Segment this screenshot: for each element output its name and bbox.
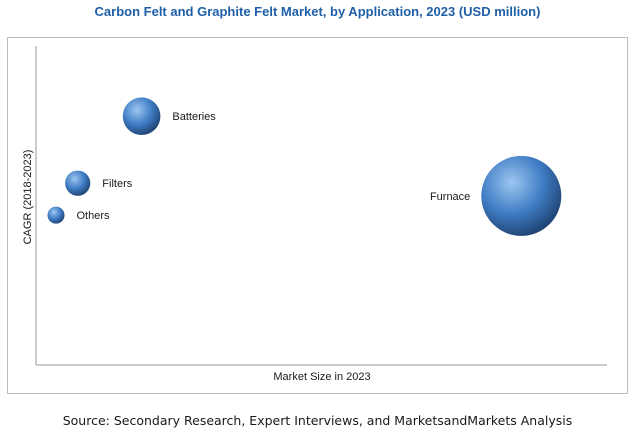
chart-title: Carbon Felt and Graphite Felt Market, by…: [94, 4, 541, 19]
bubble-label-batteries: Batteries: [172, 111, 216, 123]
x-axis-label: Market Size in 2023: [273, 371, 370, 383]
bubble-group: Batteries Filters Others Furnace: [47, 97, 562, 236]
source-note: Source: Secondary Research, Expert Inter…: [62, 413, 573, 428]
bubble-furnace: [481, 155, 562, 236]
bubble-filters: [65, 170, 91, 196]
bubble-label-others: Others: [77, 210, 111, 222]
y-axis-label: CAGR (2018-2023): [22, 150, 34, 245]
bubble-chart: Market Size in 2023 CAGR (2018-2023) Bat…: [22, 46, 607, 383]
bubble-others: [47, 206, 65, 224]
bubble-batteries: [122, 97, 161, 135]
bubble-label-furnace: Furnace: [430, 191, 470, 203]
bubble-label-filters: Filters: [102, 178, 132, 190]
chart-frame: [7, 37, 628, 394]
